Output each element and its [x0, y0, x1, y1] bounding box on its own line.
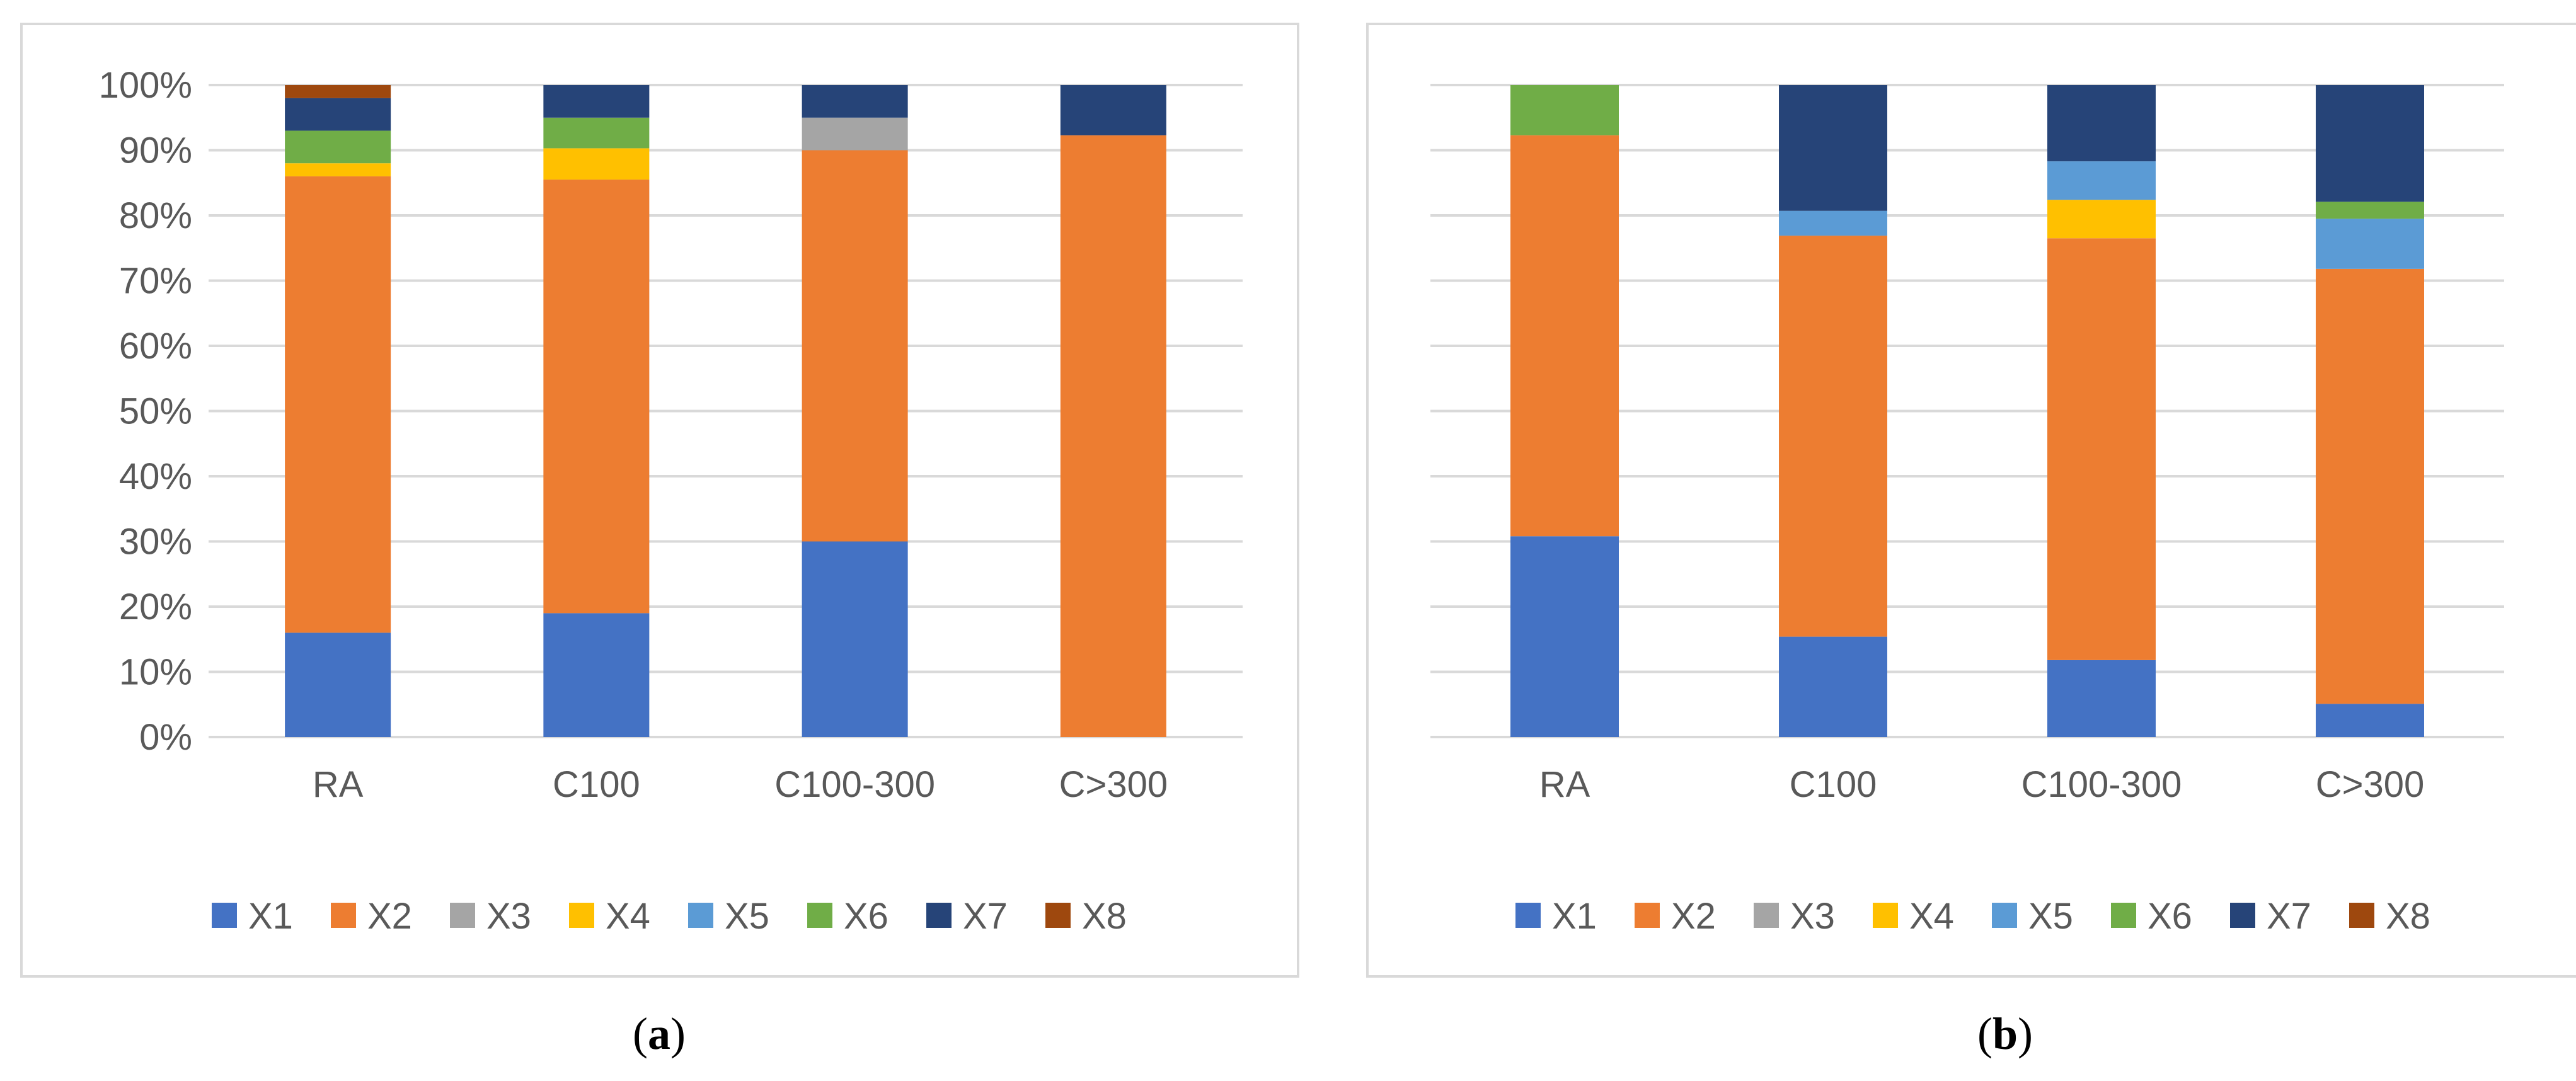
chart-b-legend-swatch-x1: [1515, 903, 1541, 928]
chart-b-legend-swatch-x5: [1992, 903, 2017, 928]
chart-a-bar-x7: [543, 85, 649, 118]
chart-a-legend-label: X1: [248, 896, 293, 937]
chart-b-bar-x7: [2047, 85, 2156, 161]
chart-b-legend-label: X2: [1671, 896, 1716, 937]
chart-a-legend-swatch-x1: [212, 903, 237, 928]
chart-b-x-tick-label: RA: [1539, 764, 1590, 805]
chart-a-legend-label: X6: [844, 896, 888, 937]
chart-a-legend-swatch-x7: [926, 903, 952, 928]
chart-a-bar-x7: [1061, 85, 1166, 135]
chart-a-legend-label: X8: [1082, 896, 1127, 937]
chart-a-bar-x1: [285, 632, 391, 737]
chart-a-y-tick-label: 10%: [119, 652, 192, 693]
caption-b-label: b: [1992, 1009, 2018, 1059]
chart-a-bar-x2: [543, 180, 649, 613]
chart-b-bar-x1: [1510, 536, 1619, 737]
chart-a-y-tick-label: 60%: [119, 326, 192, 367]
chart-a-legend-swatch-x3: [450, 903, 475, 928]
chart-a-x-tick-label: RA: [313, 764, 364, 805]
chart-b-legend-swatch-x7: [2230, 903, 2255, 928]
chart-b-x-tick-label: C>300: [2316, 764, 2425, 805]
chart-b-bar-x5: [1779, 211, 1887, 236]
chart-a-bar-x1: [543, 613, 649, 737]
chart-a-y-tick-label: 80%: [119, 195, 192, 236]
chart-a-bar-x2: [285, 176, 391, 633]
chart-b-bar-x7: [1779, 85, 1887, 211]
caption-a: (a): [533, 1008, 785, 1060]
chart-a-y-tick-label: 40%: [119, 456, 192, 497]
chart-b-legend-label: X8: [2386, 896, 2430, 937]
chart-b-legend-label: X3: [1790, 896, 1835, 937]
chart-a-bar-x4: [285, 163, 391, 176]
chart-a-bar-x6: [285, 130, 391, 163]
chart-b-bar-x2: [1779, 236, 1887, 637]
chart-b-bar-x6: [2316, 202, 2424, 219]
chart-a-y-tick-label: 90%: [119, 130, 192, 171]
chart-b-legend-label: X7: [2267, 896, 2311, 937]
chart-b-bar-x2: [2047, 238, 2156, 660]
chart-b-legend-swatch-x4: [1873, 903, 1898, 928]
chart-a-y-tick-label: 100%: [99, 65, 192, 106]
caption-b: (b): [1879, 1008, 2131, 1060]
chart-a-legend-label: X5: [725, 896, 769, 937]
chart-a-bar-x4: [543, 148, 649, 180]
chart-a-y-tick-label: 30%: [119, 522, 192, 563]
chart-a-legend-swatch-x4: [569, 903, 594, 928]
chart-panel-a: 0% 10% 20% 30% 40% 50% 60% 70% 80% 90% 100% RA C100 C…: [20, 23, 1299, 978]
chart-b-svg: RA C100 C100-300 C>300 X1 X2 X3 X4 X5 X6 X7 X8: [1369, 25, 2576, 975]
chart-b-bar-x4: [2047, 200, 2156, 238]
chart-panel-b: RA C100 C100-300 C>300 X1 X2 X3 X4 X5 X6 X7 X8: [1366, 23, 2576, 978]
chart-a-bar-x7: [285, 98, 391, 131]
chart-b-legend-label: X5: [2028, 896, 2073, 937]
caption-a-label: a: [648, 1009, 670, 1059]
chart-a-x-tick-label: C100: [553, 764, 640, 805]
chart-a-legend-label: X7: [963, 896, 1008, 937]
chart-a-legend-swatch-x6: [807, 903, 832, 928]
chart-b-bar-x1: [1779, 637, 1887, 737]
chart-a-legend-label: X2: [367, 896, 412, 937]
chart-a-legend-swatch-x2: [331, 903, 356, 928]
chart-a-x-tick-label: C100-300: [774, 764, 935, 805]
chart-b-bar-x5: [2316, 219, 2424, 269]
chart-b-bar-x5: [2047, 161, 2156, 200]
chart-b-legend-label: X6: [2148, 896, 2192, 937]
chart-a-bar-x7: [802, 85, 908, 118]
chart-b-legend-swatch-x6: [2111, 903, 2136, 928]
chart-b-legend-swatch-x2: [1635, 903, 1660, 928]
chart-a-legend-swatch-x8: [1045, 903, 1071, 928]
chart-b-bar-x1: [2047, 660, 2156, 737]
chart-b-bar-x1: [2316, 704, 2424, 737]
chart-a-bar-x1: [802, 542, 908, 738]
chart-a-legend-label: X4: [606, 896, 650, 937]
chart-b-bar-x7: [2316, 85, 2424, 202]
chart-b-bar-x2: [1510, 135, 1619, 537]
chart-a-bar-x2: [802, 151, 908, 542]
chart-b-legend-label: X4: [1909, 896, 1954, 937]
chart-a-x-tick-label: C>300: [1059, 764, 1168, 805]
chart-a-y-tick-label: 0%: [139, 717, 192, 758]
chart-a-svg: 0% 10% 20% 30% 40% 50% 60% 70% 80% 90% 100% RA C100 C…: [23, 25, 1297, 975]
chart-b-legend-swatch-x8: [2349, 903, 2374, 928]
chart-a-y-tick-label: 50%: [119, 391, 192, 432]
chart-a-bar-x2: [1061, 135, 1166, 737]
chart-a-bar-x8: [285, 85, 391, 98]
chart-a-bar-x3: [802, 118, 908, 151]
chart-b-x-tick-label: C100-300: [2021, 764, 2182, 805]
chart-b-legend-label: X1: [1552, 896, 1597, 937]
chart-b-bar-x2: [2316, 269, 2424, 704]
chart-a-legend-swatch-x5: [688, 903, 713, 928]
chart-a-bar-x6: [543, 118, 649, 149]
chart-b-bar-x6: [1510, 85, 1619, 135]
chart-b-x-tick-label: C100: [1790, 764, 1877, 805]
chart-a-y-tick-label: 70%: [119, 261, 192, 302]
chart-b-legend-swatch-x3: [1754, 903, 1779, 928]
chart-a-y-tick-label: 20%: [119, 586, 192, 627]
chart-a-legend-label: X3: [486, 896, 531, 937]
